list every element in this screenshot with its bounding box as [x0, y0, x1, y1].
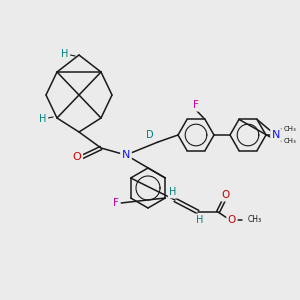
- Text: F: F: [113, 198, 119, 208]
- Text: O: O: [228, 215, 236, 225]
- Text: CH₃: CH₃: [284, 126, 297, 132]
- Text: O: O: [222, 190, 230, 200]
- Text: CH₃: CH₃: [248, 215, 262, 224]
- Text: CH₃: CH₃: [284, 138, 297, 144]
- Text: D: D: [146, 130, 154, 140]
- Text: O: O: [73, 152, 81, 162]
- Text: H: H: [196, 215, 204, 225]
- Text: H: H: [39, 114, 47, 124]
- Text: N: N: [272, 130, 280, 140]
- Text: H: H: [61, 49, 69, 59]
- Text: F: F: [193, 100, 199, 110]
- Text: H: H: [169, 187, 177, 197]
- Text: N: N: [122, 150, 130, 160]
